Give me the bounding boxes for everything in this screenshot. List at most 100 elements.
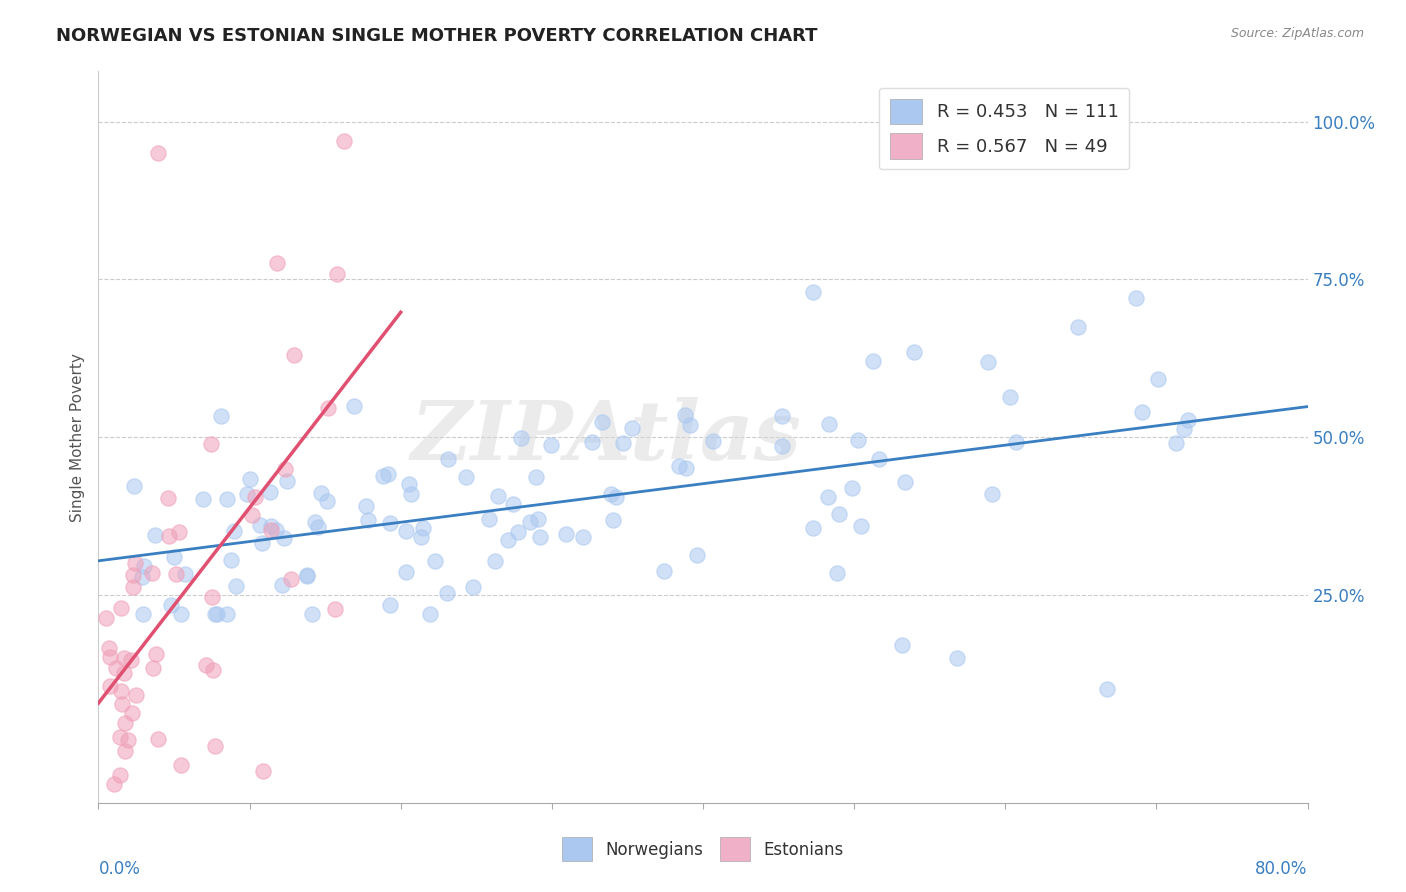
Point [142, 661, 165, 675]
Point [209, 409, 232, 424]
Point [274, 462, 297, 476]
Point [868, 452, 890, 467]
Point [945, 650, 967, 665]
Point [110, 601, 132, 615]
Point [668, 458, 690, 473]
Point [436, 452, 458, 467]
Point [301, 607, 323, 621]
Text: 0.0%: 0.0% [98, 860, 141, 878]
Text: NORWEGIAN VS ESTONIAN SINGLE MOTHER POVERTY CORRELATION CHART: NORWEGIAN VS ESTONIAN SINGLE MOTHER POVE… [56, 27, 818, 45]
Point [124, 556, 146, 570]
Point [419, 607, 441, 621]
Point [371, 469, 394, 483]
Point [316, 494, 339, 508]
Point [217, 491, 239, 506]
Point [105, 661, 128, 675]
Point [108, 730, 131, 744]
Point [454, 469, 477, 483]
Point [110, 684, 132, 698]
Point [380, 598, 402, 612]
Point [506, 524, 529, 539]
Point [235, 486, 257, 500]
Point [333, 134, 356, 148]
Point [243, 490, 266, 504]
Text: 80.0%: 80.0% [1256, 860, 1308, 878]
Point [141, 566, 163, 580]
Point [378, 516, 401, 530]
Point [399, 486, 422, 500]
Point [818, 417, 841, 431]
Point [1147, 371, 1170, 385]
Point [207, 607, 229, 621]
Point [1173, 422, 1195, 436]
Point [200, 436, 222, 450]
Point [326, 267, 349, 281]
Point [201, 590, 224, 604]
Point [801, 520, 824, 534]
Point [605, 490, 627, 504]
Point [524, 470, 547, 484]
Point [1177, 412, 1199, 426]
Point [817, 491, 839, 505]
Point [215, 607, 238, 621]
Point [891, 638, 914, 652]
Point [103, 777, 125, 791]
Point [612, 436, 634, 450]
Point [572, 530, 595, 544]
Point [170, 607, 193, 621]
Point [1130, 405, 1153, 419]
Point [977, 355, 1000, 369]
Point [555, 527, 578, 541]
Point [841, 481, 863, 495]
Point [239, 472, 262, 486]
Point [894, 475, 917, 489]
Point [122, 580, 145, 594]
Point [502, 497, 524, 511]
Point [204, 739, 226, 753]
Point [112, 651, 135, 665]
Point [316, 401, 339, 416]
Point [309, 486, 332, 500]
Point [125, 688, 148, 702]
Point [264, 523, 287, 537]
Point [409, 530, 432, 544]
Point [156, 491, 179, 506]
Point [259, 485, 281, 500]
Point [591, 415, 613, 429]
Point [510, 431, 533, 445]
Point [323, 602, 346, 616]
Point [120, 653, 142, 667]
Point [131, 570, 153, 584]
Point [602, 513, 624, 527]
Point [266, 256, 288, 270]
Point [280, 572, 302, 586]
Point [114, 744, 136, 758]
Point [204, 607, 226, 621]
Point [112, 666, 135, 681]
Point [221, 553, 243, 567]
Point [250, 536, 273, 550]
Point [174, 566, 197, 581]
Point [201, 663, 224, 677]
Point [252, 764, 274, 779]
Point [132, 558, 155, 573]
Point [540, 438, 562, 452]
Point [903, 344, 925, 359]
Point [827, 566, 849, 580]
Point [270, 578, 292, 592]
Point [770, 409, 793, 424]
Point [122, 479, 145, 493]
Point [436, 586, 458, 600]
Point [1095, 682, 1118, 697]
Point [194, 657, 217, 672]
Text: ZIPAtlas: ZIPAtlas [411, 397, 801, 477]
Point [463, 580, 485, 594]
Point [1164, 435, 1187, 450]
Point [96, 611, 118, 625]
Point [145, 647, 167, 661]
Point [163, 550, 186, 565]
Point [260, 519, 283, 533]
Point [304, 516, 326, 530]
Point [496, 533, 519, 548]
Y-axis label: Single Mother Poverty: Single Mother Poverty [69, 352, 84, 522]
